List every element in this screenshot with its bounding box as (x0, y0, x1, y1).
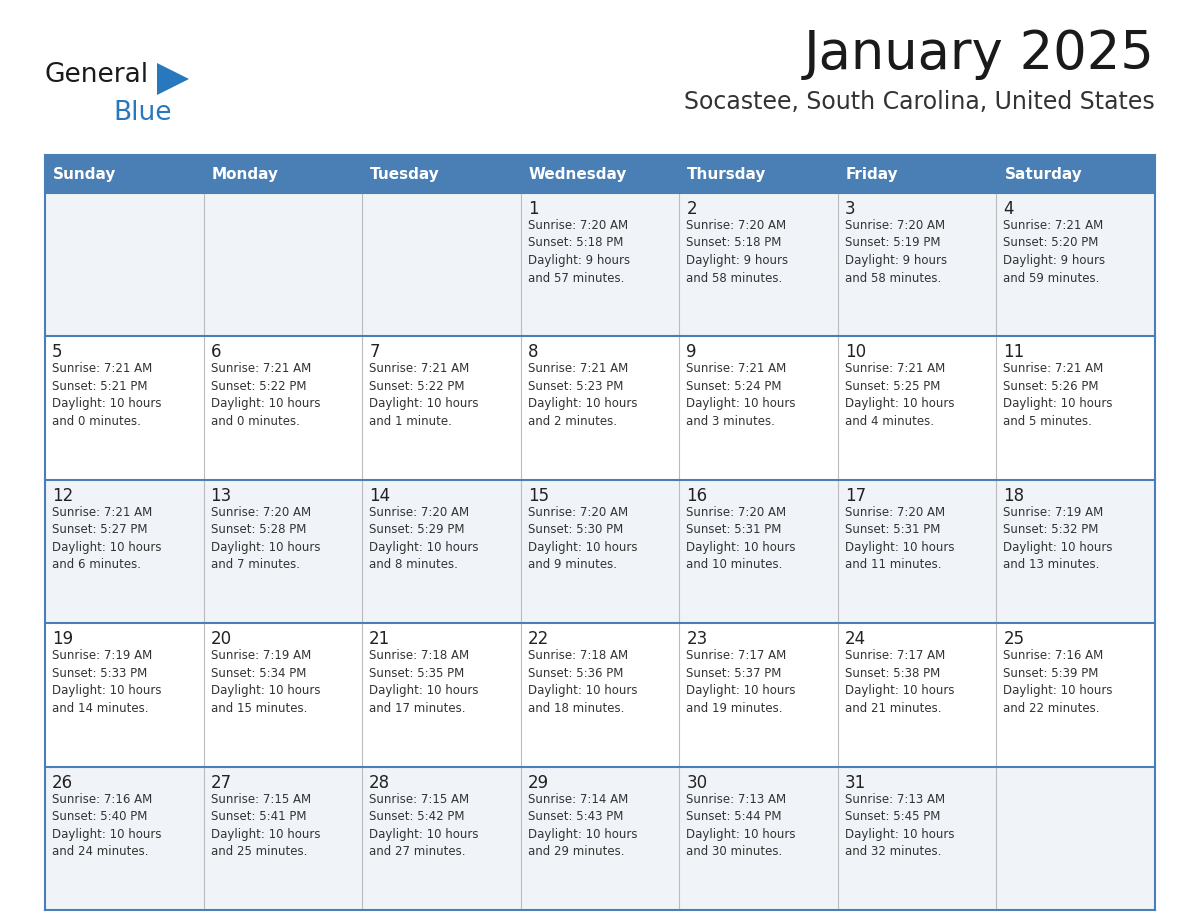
Bar (45, 767, 1155, 910)
Text: Thursday: Thursday (688, 166, 766, 182)
Text: Sunrise: 7:15 AM
Sunset: 5:42 PM
Daylight: 10 hours
and 27 minutes.: Sunrise: 7:15 AM Sunset: 5:42 PM Dayligh… (369, 792, 479, 858)
Text: 20: 20 (210, 630, 232, 648)
Text: Sunrise: 7:19 AM
Sunset: 5:33 PM
Daylight: 10 hours
and 14 minutes.: Sunrise: 7:19 AM Sunset: 5:33 PM Dayligh… (52, 649, 162, 715)
Text: General: General (45, 62, 150, 88)
Text: 5: 5 (52, 343, 63, 362)
Text: 25: 25 (1004, 630, 1024, 648)
Text: 23: 23 (687, 630, 708, 648)
Text: Sunrise: 7:20 AM
Sunset: 5:30 PM
Daylight: 10 hours
and 9 minutes.: Sunrise: 7:20 AM Sunset: 5:30 PM Dayligh… (527, 506, 637, 571)
Text: Sunrise: 7:21 AM
Sunset: 5:22 PM
Daylight: 10 hours
and 1 minute.: Sunrise: 7:21 AM Sunset: 5:22 PM Dayligh… (369, 363, 479, 428)
Text: 30: 30 (687, 774, 707, 791)
Text: Sunrise: 7:21 AM
Sunset: 5:24 PM
Daylight: 10 hours
and 3 minutes.: Sunrise: 7:21 AM Sunset: 5:24 PM Dayligh… (687, 363, 796, 428)
Text: Blue: Blue (113, 100, 171, 126)
Text: 8: 8 (527, 343, 538, 362)
Text: Sunrise: 7:18 AM
Sunset: 5:36 PM
Daylight: 10 hours
and 18 minutes.: Sunrise: 7:18 AM Sunset: 5:36 PM Dayligh… (527, 649, 637, 715)
Text: Sunrise: 7:21 AM
Sunset: 5:22 PM
Daylight: 10 hours
and 0 minutes.: Sunrise: 7:21 AM Sunset: 5:22 PM Dayligh… (210, 363, 320, 428)
Text: Sunrise: 7:21 AM
Sunset: 5:20 PM
Daylight: 9 hours
and 59 minutes.: Sunrise: 7:21 AM Sunset: 5:20 PM Dayligh… (1004, 219, 1106, 285)
Bar (45, 336, 1155, 480)
Text: 28: 28 (369, 774, 391, 791)
Bar (45, 480, 1155, 623)
Text: Sunrise: 7:20 AM
Sunset: 5:19 PM
Daylight: 9 hours
and 58 minutes.: Sunrise: 7:20 AM Sunset: 5:19 PM Dayligh… (845, 219, 947, 285)
Text: 4: 4 (1004, 200, 1013, 218)
Text: 2: 2 (687, 200, 697, 218)
Text: Sunrise: 7:20 AM
Sunset: 5:28 PM
Daylight: 10 hours
and 7 minutes.: Sunrise: 7:20 AM Sunset: 5:28 PM Dayligh… (210, 506, 320, 571)
Text: Sunrise: 7:14 AM
Sunset: 5:43 PM
Daylight: 10 hours
and 29 minutes.: Sunrise: 7:14 AM Sunset: 5:43 PM Dayligh… (527, 792, 637, 858)
Text: Wednesday: Wednesday (529, 166, 627, 182)
Text: Sunrise: 7:16 AM
Sunset: 5:40 PM
Daylight: 10 hours
and 24 minutes.: Sunrise: 7:16 AM Sunset: 5:40 PM Dayligh… (52, 792, 162, 858)
Text: 19: 19 (52, 630, 74, 648)
Text: Monday: Monday (211, 166, 278, 182)
Text: 7: 7 (369, 343, 380, 362)
Text: Sunday: Sunday (53, 166, 116, 182)
Text: Sunrise: 7:21 AM
Sunset: 5:26 PM
Daylight: 10 hours
and 5 minutes.: Sunrise: 7:21 AM Sunset: 5:26 PM Dayligh… (1004, 363, 1113, 428)
Text: Sunrise: 7:13 AM
Sunset: 5:44 PM
Daylight: 10 hours
and 30 minutes.: Sunrise: 7:13 AM Sunset: 5:44 PM Dayligh… (687, 792, 796, 858)
Text: 18: 18 (1004, 487, 1024, 505)
Text: 21: 21 (369, 630, 391, 648)
Text: 29: 29 (527, 774, 549, 791)
Text: Sunrise: 7:16 AM
Sunset: 5:39 PM
Daylight: 10 hours
and 22 minutes.: Sunrise: 7:16 AM Sunset: 5:39 PM Dayligh… (1004, 649, 1113, 715)
Bar (45, 623, 1155, 767)
Text: Friday: Friday (846, 166, 898, 182)
Text: 26: 26 (52, 774, 74, 791)
Text: 12: 12 (52, 487, 74, 505)
Text: 31: 31 (845, 774, 866, 791)
Text: Sunrise: 7:20 AM
Sunset: 5:31 PM
Daylight: 10 hours
and 10 minutes.: Sunrise: 7:20 AM Sunset: 5:31 PM Dayligh… (687, 506, 796, 571)
Bar (45, 193, 1155, 336)
Text: Sunrise: 7:20 AM
Sunset: 5:18 PM
Daylight: 9 hours
and 57 minutes.: Sunrise: 7:20 AM Sunset: 5:18 PM Dayligh… (527, 219, 630, 285)
Text: January 2025: January 2025 (804, 28, 1155, 80)
Text: 1: 1 (527, 200, 538, 218)
Text: 6: 6 (210, 343, 221, 362)
Text: 9: 9 (687, 343, 697, 362)
Text: 3: 3 (845, 200, 855, 218)
Text: Tuesday: Tuesday (371, 166, 440, 182)
Text: 17: 17 (845, 487, 866, 505)
Text: Sunrise: 7:20 AM
Sunset: 5:29 PM
Daylight: 10 hours
and 8 minutes.: Sunrise: 7:20 AM Sunset: 5:29 PM Dayligh… (369, 506, 479, 571)
Text: 10: 10 (845, 343, 866, 362)
Text: 16: 16 (687, 487, 707, 505)
Text: Sunrise: 7:18 AM
Sunset: 5:35 PM
Daylight: 10 hours
and 17 minutes.: Sunrise: 7:18 AM Sunset: 5:35 PM Dayligh… (369, 649, 479, 715)
Text: Sunrise: 7:19 AM
Sunset: 5:34 PM
Daylight: 10 hours
and 15 minutes.: Sunrise: 7:19 AM Sunset: 5:34 PM Dayligh… (210, 649, 320, 715)
Text: Sunrise: 7:21 AM
Sunset: 5:27 PM
Daylight: 10 hours
and 6 minutes.: Sunrise: 7:21 AM Sunset: 5:27 PM Dayligh… (52, 506, 162, 571)
Text: Saturday: Saturday (1004, 166, 1082, 182)
Text: Sunrise: 7:15 AM
Sunset: 5:41 PM
Daylight: 10 hours
and 25 minutes.: Sunrise: 7:15 AM Sunset: 5:41 PM Dayligh… (210, 792, 320, 858)
Text: 24: 24 (845, 630, 866, 648)
Text: Sunrise: 7:17 AM
Sunset: 5:38 PM
Daylight: 10 hours
and 21 minutes.: Sunrise: 7:17 AM Sunset: 5:38 PM Dayligh… (845, 649, 954, 715)
Text: 22: 22 (527, 630, 549, 648)
Text: Sunrise: 7:13 AM
Sunset: 5:45 PM
Daylight: 10 hours
and 32 minutes.: Sunrise: 7:13 AM Sunset: 5:45 PM Dayligh… (845, 792, 954, 858)
Text: Sunrise: 7:19 AM
Sunset: 5:32 PM
Daylight: 10 hours
and 13 minutes.: Sunrise: 7:19 AM Sunset: 5:32 PM Dayligh… (1004, 506, 1113, 571)
Polygon shape (157, 63, 189, 95)
Text: 15: 15 (527, 487, 549, 505)
Text: Sunrise: 7:21 AM
Sunset: 5:21 PM
Daylight: 10 hours
and 0 minutes.: Sunrise: 7:21 AM Sunset: 5:21 PM Dayligh… (52, 363, 162, 428)
Text: Sunrise: 7:20 AM
Sunset: 5:31 PM
Daylight: 10 hours
and 11 minutes.: Sunrise: 7:20 AM Sunset: 5:31 PM Dayligh… (845, 506, 954, 571)
Text: Sunrise: 7:21 AM
Sunset: 5:25 PM
Daylight: 10 hours
and 4 minutes.: Sunrise: 7:21 AM Sunset: 5:25 PM Dayligh… (845, 363, 954, 428)
Text: Sunrise: 7:20 AM
Sunset: 5:18 PM
Daylight: 9 hours
and 58 minutes.: Sunrise: 7:20 AM Sunset: 5:18 PM Dayligh… (687, 219, 789, 285)
Text: Sunrise: 7:17 AM
Sunset: 5:37 PM
Daylight: 10 hours
and 19 minutes.: Sunrise: 7:17 AM Sunset: 5:37 PM Dayligh… (687, 649, 796, 715)
Text: Socastee, South Carolina, United States: Socastee, South Carolina, United States (684, 90, 1155, 114)
Text: 27: 27 (210, 774, 232, 791)
Text: 14: 14 (369, 487, 391, 505)
Text: Sunrise: 7:21 AM
Sunset: 5:23 PM
Daylight: 10 hours
and 2 minutes.: Sunrise: 7:21 AM Sunset: 5:23 PM Dayligh… (527, 363, 637, 428)
Text: 11: 11 (1004, 343, 1025, 362)
Bar (45, 155, 1155, 193)
Text: 13: 13 (210, 487, 232, 505)
